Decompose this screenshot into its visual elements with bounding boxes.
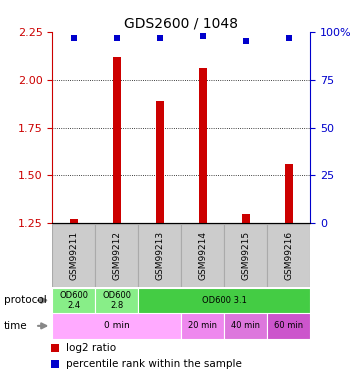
Text: protocol: protocol (4, 296, 46, 305)
Bar (268, 313, 310, 339)
Text: GSM99211: GSM99211 (69, 231, 78, 280)
Text: percentile rank within the sample: percentile rank within the sample (66, 359, 242, 369)
Text: time: time (4, 321, 27, 331)
Bar (113, 57, 121, 223)
Bar (285, 164, 293, 223)
Bar (95, 224, 138, 287)
Text: 60 min: 60 min (274, 321, 304, 330)
Text: log2 ratio: log2 ratio (66, 343, 116, 353)
Text: GSM99213: GSM99213 (155, 231, 164, 280)
Bar (225, 313, 268, 339)
Text: 20 min: 20 min (188, 321, 217, 330)
Bar (182, 224, 225, 287)
Bar (70, 219, 78, 223)
Text: GSM99216: GSM99216 (284, 231, 293, 280)
Text: GSM99214: GSM99214 (199, 231, 208, 280)
Bar (268, 224, 310, 287)
Text: 40 min: 40 min (231, 321, 260, 330)
Bar (52, 224, 95, 287)
Text: GSM99212: GSM99212 (112, 231, 121, 280)
Bar (52, 288, 95, 313)
Bar (95, 288, 138, 313)
Text: OD600
2.4: OD600 2.4 (59, 291, 88, 310)
Text: OD600 3.1: OD600 3.1 (202, 296, 247, 305)
Bar (138, 224, 181, 287)
Bar (225, 224, 268, 287)
Bar (156, 101, 164, 223)
Text: OD600
2.8: OD600 2.8 (103, 291, 131, 310)
Bar (138, 288, 310, 313)
Bar (182, 313, 225, 339)
Text: GSM99215: GSM99215 (242, 231, 251, 280)
Bar (199, 68, 207, 223)
Bar (52, 313, 182, 339)
Text: 0 min: 0 min (104, 321, 130, 330)
Bar (242, 214, 250, 223)
Title: GDS2600 / 1048: GDS2600 / 1048 (125, 17, 238, 31)
